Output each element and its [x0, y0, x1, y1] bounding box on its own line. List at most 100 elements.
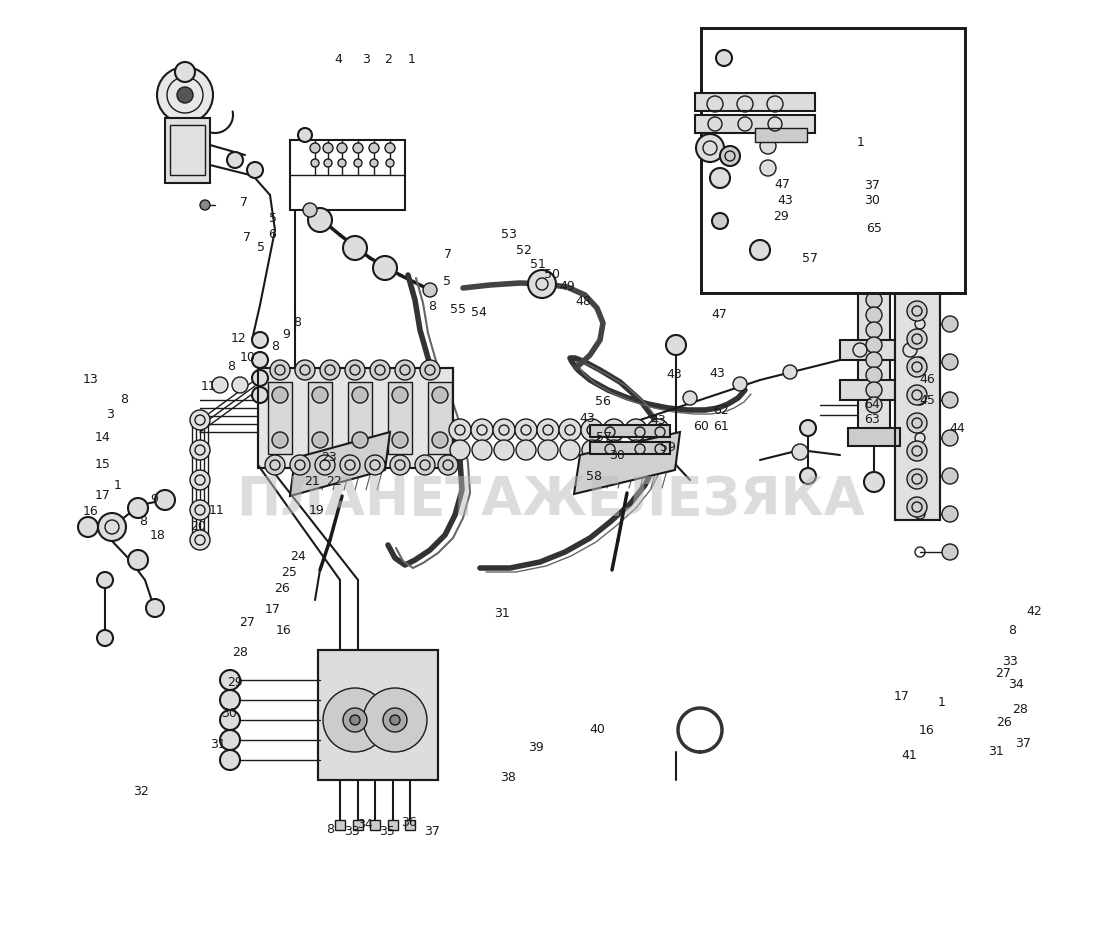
Text: 59: 59 — [660, 441, 675, 454]
Circle shape — [516, 440, 536, 460]
Circle shape — [908, 413, 927, 433]
Text: 8: 8 — [120, 392, 129, 406]
Text: 16: 16 — [276, 624, 292, 637]
Text: 56: 56 — [595, 394, 610, 408]
Circle shape — [220, 710, 240, 730]
Text: 8: 8 — [1008, 624, 1016, 637]
Circle shape — [385, 143, 395, 153]
Circle shape — [866, 337, 882, 353]
Circle shape — [603, 419, 625, 441]
Bar — [590, 425, 670, 437]
Bar — [840, 340, 929, 360]
Circle shape — [338, 159, 346, 167]
Text: 28: 28 — [232, 646, 248, 659]
Circle shape — [265, 455, 285, 475]
Circle shape — [908, 385, 927, 405]
Circle shape — [866, 262, 882, 278]
Circle shape — [315, 455, 336, 475]
Circle shape — [647, 419, 669, 441]
Text: 15: 15 — [95, 458, 110, 471]
Circle shape — [227, 152, 243, 168]
Text: 4: 4 — [334, 53, 343, 66]
Circle shape — [908, 301, 927, 321]
Circle shape — [537, 419, 559, 441]
Text: 8: 8 — [227, 360, 235, 374]
Circle shape — [866, 277, 882, 293]
Circle shape — [337, 143, 346, 153]
Text: 30: 30 — [221, 707, 236, 720]
Circle shape — [720, 146, 740, 166]
Circle shape — [128, 550, 148, 570]
Text: 32: 32 — [133, 785, 148, 798]
Circle shape — [800, 468, 816, 484]
Text: 26: 26 — [274, 582, 289, 595]
Circle shape — [200, 200, 210, 210]
Bar — [348, 382, 372, 454]
Bar — [755, 128, 807, 142]
Text: 65: 65 — [867, 222, 882, 235]
Circle shape — [128, 498, 148, 518]
Circle shape — [352, 432, 368, 448]
Circle shape — [942, 278, 958, 294]
Bar — [165, 118, 210, 183]
Bar — [701, 28, 965, 293]
Circle shape — [827, 182, 843, 198]
Text: 31: 31 — [210, 738, 225, 751]
Circle shape — [155, 490, 175, 510]
Text: 41: 41 — [902, 749, 917, 762]
Circle shape — [800, 420, 816, 436]
Text: 37: 37 — [1015, 737, 1031, 750]
Text: 7: 7 — [243, 231, 252, 245]
Circle shape — [212, 377, 228, 393]
Text: 6: 6 — [267, 228, 276, 241]
Circle shape — [942, 240, 958, 256]
Circle shape — [363, 688, 427, 752]
Circle shape — [432, 432, 448, 448]
Circle shape — [365, 455, 385, 475]
Bar — [405, 820, 415, 830]
Circle shape — [175, 62, 195, 82]
Bar — [895, 240, 940, 520]
Text: 1: 1 — [937, 696, 946, 709]
Text: 57: 57 — [596, 431, 612, 445]
Text: 1: 1 — [407, 53, 416, 66]
Text: 37: 37 — [865, 179, 880, 192]
Circle shape — [295, 360, 315, 380]
Circle shape — [493, 419, 515, 441]
Text: 62: 62 — [713, 404, 728, 417]
Text: 26: 26 — [997, 716, 1012, 729]
Circle shape — [942, 392, 958, 408]
Text: 52: 52 — [516, 244, 531, 257]
Circle shape — [760, 138, 775, 154]
Circle shape — [350, 715, 360, 725]
Circle shape — [942, 316, 958, 332]
Circle shape — [157, 67, 213, 123]
Circle shape — [908, 273, 927, 293]
Text: 20: 20 — [190, 520, 206, 533]
Circle shape — [308, 208, 332, 232]
Text: 8: 8 — [139, 515, 147, 528]
Text: 13: 13 — [82, 373, 98, 386]
Text: 21: 21 — [305, 475, 320, 488]
Bar — [895, 240, 940, 520]
Circle shape — [345, 360, 365, 380]
Circle shape — [220, 750, 240, 770]
Circle shape — [392, 387, 408, 403]
Circle shape — [582, 440, 602, 460]
Circle shape — [626, 440, 646, 460]
Circle shape — [97, 630, 113, 646]
Circle shape — [190, 470, 210, 490]
Circle shape — [390, 455, 410, 475]
Text: 35: 35 — [379, 825, 395, 838]
Circle shape — [666, 335, 686, 355]
Circle shape — [908, 497, 927, 517]
Bar — [336, 820, 345, 830]
Text: 43: 43 — [580, 411, 595, 425]
Bar — [701, 28, 965, 293]
Bar — [428, 382, 452, 454]
Text: 22: 22 — [327, 475, 342, 488]
Text: 33: 33 — [344, 825, 360, 838]
Circle shape — [220, 690, 240, 710]
Bar — [318, 650, 438, 780]
Circle shape — [710, 168, 730, 188]
